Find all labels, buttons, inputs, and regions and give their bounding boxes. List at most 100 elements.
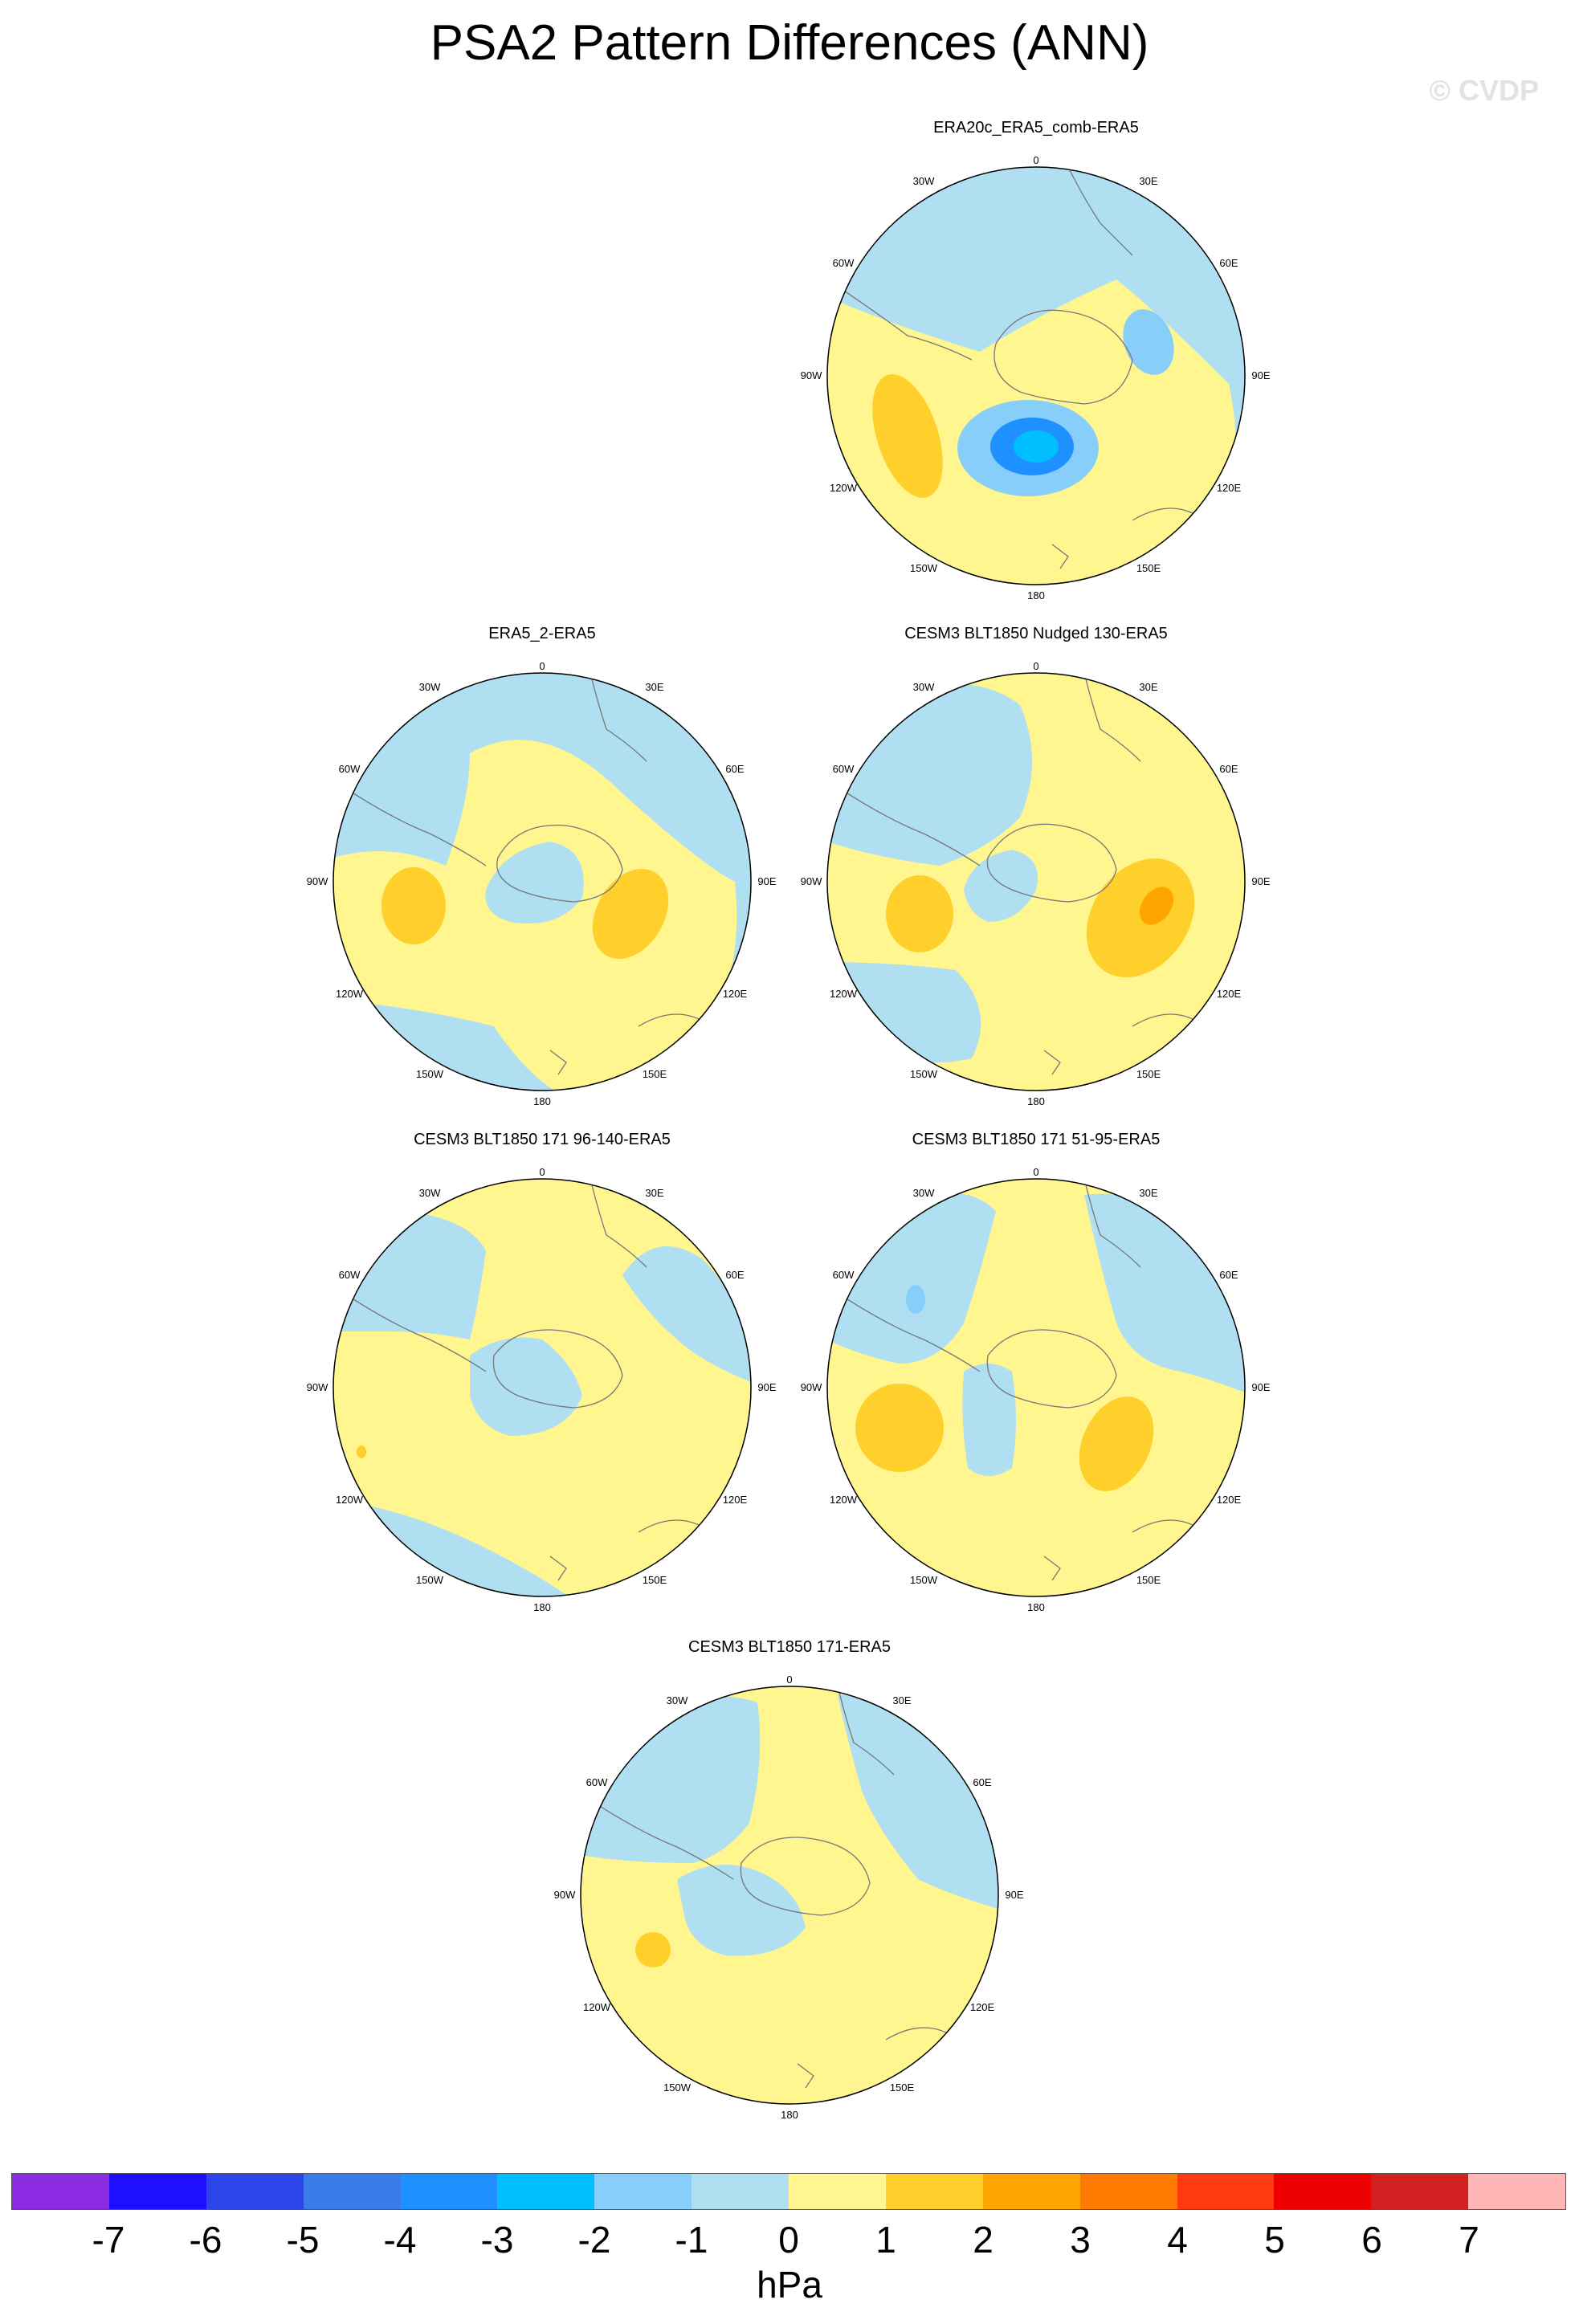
lon-label-120e: 120E	[1217, 482, 1242, 494]
positive-3hpa-east	[1140, 887, 1173, 925]
colorbar-swatch	[1079, 2174, 1177, 2209]
antarctica-coastline	[496, 824, 623, 903]
new-zealand-coastline	[797, 2063, 814, 2089]
lon-label-30w: 30W	[419, 1187, 441, 1199]
lon-label-30e: 30E	[645, 1187, 663, 1199]
colorbar-swatch	[692, 2174, 789, 2209]
lon-label-150w: 150W	[910, 1068, 938, 1080]
colorbar-tick-label: 5	[1264, 2219, 1285, 2261]
map-panel-2: ERA5_2-ERA5 0 180 90W 90E 30W 30E 60W 60…	[285, 625, 799, 1139]
antarctica-coastline	[986, 1329, 1117, 1409]
new-zealand-coastline	[549, 1555, 567, 1581]
lon-label-120w: 120W	[583, 2001, 611, 2013]
lon-label-60w: 60W	[833, 1269, 855, 1281]
lon-label-120e: 120E	[970, 2001, 995, 2013]
lon-label-60w: 60W	[833, 763, 855, 775]
lon-label-180: 180	[533, 1095, 551, 1107]
lon-label-180: 180	[781, 2109, 798, 2121]
south-america-coastline	[834, 1290, 981, 1372]
positive-2hpa-west	[855, 1384, 944, 1472]
lon-label-0: 0	[1033, 1166, 1038, 1178]
lon-label-120e: 120E	[1217, 1494, 1242, 1506]
colorbar-swatch	[400, 2174, 498, 2209]
lon-label-30w: 30W	[913, 175, 935, 187]
positive-2hpa-spot	[635, 1932, 671, 1967]
lon-label-150e: 150E	[643, 1574, 667, 1586]
lon-label-30w: 30W	[913, 681, 935, 693]
lon-label-30e: 30E	[645, 681, 663, 693]
lon-label-90e: 90E	[1005, 1889, 1023, 1901]
lon-label-30e: 30E	[1139, 1187, 1157, 1199]
new-zealand-coastline	[1043, 1050, 1061, 1075]
colorbar-tick-label: -5	[286, 2219, 320, 2261]
colorbar-swatch	[303, 2174, 401, 2209]
lon-label-30w: 30W	[667, 1694, 688, 1706]
colorbar-swatch	[1468, 2174, 1565, 2209]
colorbar-swatch	[12, 2174, 109, 2209]
africa-coastline	[1083, 673, 1141, 762]
lon-label-90e: 90E	[1251, 369, 1270, 381]
colorbar-labels: -7 -6 -5 -4 -3 -2 -1 0 1 2 3 4 5 6 7	[11, 2218, 1566, 2266]
positive-2hpa-west	[886, 875, 953, 952]
polar-map: 0 180 90W 90E 30W 30E 60W 60E 120W 120E …	[801, 660, 1271, 1107]
negative-north-west-region	[581, 1696, 761, 1863]
lon-label-0: 0	[1033, 660, 1038, 672]
colorbar-swatch	[789, 2174, 886, 2209]
positive-2hpa-region	[872, 374, 943, 498]
colorbar-tick-label: 1	[875, 2219, 896, 2261]
lon-label-150e: 150E	[643, 1068, 667, 1080]
lon-label-60w: 60W	[586, 1776, 608, 1788]
lon-label-150e: 150E	[1136, 1068, 1161, 1080]
lon-label-180: 180	[1027, 1601, 1045, 1613]
lon-label-150w: 150W	[416, 1574, 444, 1586]
negative-north-east-region	[1084, 1193, 1245, 1396]
lon-label-180: 180	[1027, 589, 1045, 601]
new-zealand-coastline	[1043, 1555, 1061, 1581]
cvdp-watermark: © CVDP	[1429, 74, 1539, 107]
colorbar-swatch	[885, 2174, 983, 2209]
colorbar-swatch	[206, 2174, 304, 2209]
africa-coastline	[590, 1179, 647, 1268]
south-america-coastline	[341, 1290, 487, 1372]
colorbar-tick-label: 3	[1070, 2219, 1091, 2261]
colorbar-tick-label: 6	[1361, 2219, 1382, 2261]
lon-label-150w: 150W	[910, 562, 938, 574]
colorbar-tick-label: -3	[480, 2219, 514, 2261]
colorbar-swatch	[497, 2174, 595, 2209]
negative-2hpa-spot	[906, 1285, 925, 1314]
polar-map: 0 180 90W 90E 30W 30E 60W 60E 120W 120E …	[554, 1674, 1024, 2121]
colorbar-tick-label: -4	[383, 2219, 417, 2261]
lon-label-90e: 90E	[757, 875, 776, 887]
lon-label-60e: 60E	[1219, 763, 1238, 775]
antarctica-coastline	[994, 309, 1133, 405]
polar-map: 0 180 90W 90E 30W 30E 60W 60E 120W 120E …	[307, 1166, 777, 1613]
panel-title: CESM3 BLT1850 171 51-95-ERA5	[912, 1131, 1161, 1148]
new-zealand-coastline	[1051, 544, 1069, 569]
panel-title: CESM3 BLT1850 Nudged 130-ERA5	[904, 625, 1168, 642]
panel-title: ERA20c_ERA5_comb-ERA5	[933, 119, 1139, 137]
colorbar-swatch	[1371, 2174, 1469, 2209]
lon-label-120w: 120W	[336, 1494, 364, 1506]
panel-title: CESM3 BLT1850 171 96-140-ERA5	[414, 1131, 671, 1148]
colorbar-unit: hPa	[757, 2264, 822, 2306]
colorbar	[11, 2173, 1566, 2210]
lon-label-90w: 90W	[307, 1381, 328, 1393]
africa-coastline	[1067, 167, 1133, 256]
polar-map: 0 180 90W 90E 30W 30E 60W 60E 120W 120E …	[801, 154, 1271, 601]
lon-label-120e: 120E	[723, 1494, 748, 1506]
colorbar-tick-label: -7	[92, 2219, 125, 2261]
lon-label-30e: 30E	[892, 1694, 911, 1706]
colorbar-tick-label: 0	[778, 2219, 799, 2261]
lon-label-150e: 150E	[1136, 1574, 1161, 1586]
lon-label-60e: 60E	[973, 1776, 991, 1788]
lon-label-120w: 120W	[830, 482, 858, 494]
positive-2hpa-east	[1079, 1396, 1154, 1491]
lon-label-120w: 120W	[830, 988, 858, 1000]
lon-label-180: 180	[533, 1601, 551, 1613]
lon-label-90w: 90W	[801, 369, 822, 381]
lon-label-150w: 150W	[663, 2081, 692, 2094]
lon-label-150w: 150W	[416, 1068, 444, 1080]
lon-label-60w: 60W	[339, 763, 361, 775]
colorbar-tick-label: 7	[1459, 2219, 1479, 2261]
negative-3hpa-region	[1014, 430, 1059, 463]
